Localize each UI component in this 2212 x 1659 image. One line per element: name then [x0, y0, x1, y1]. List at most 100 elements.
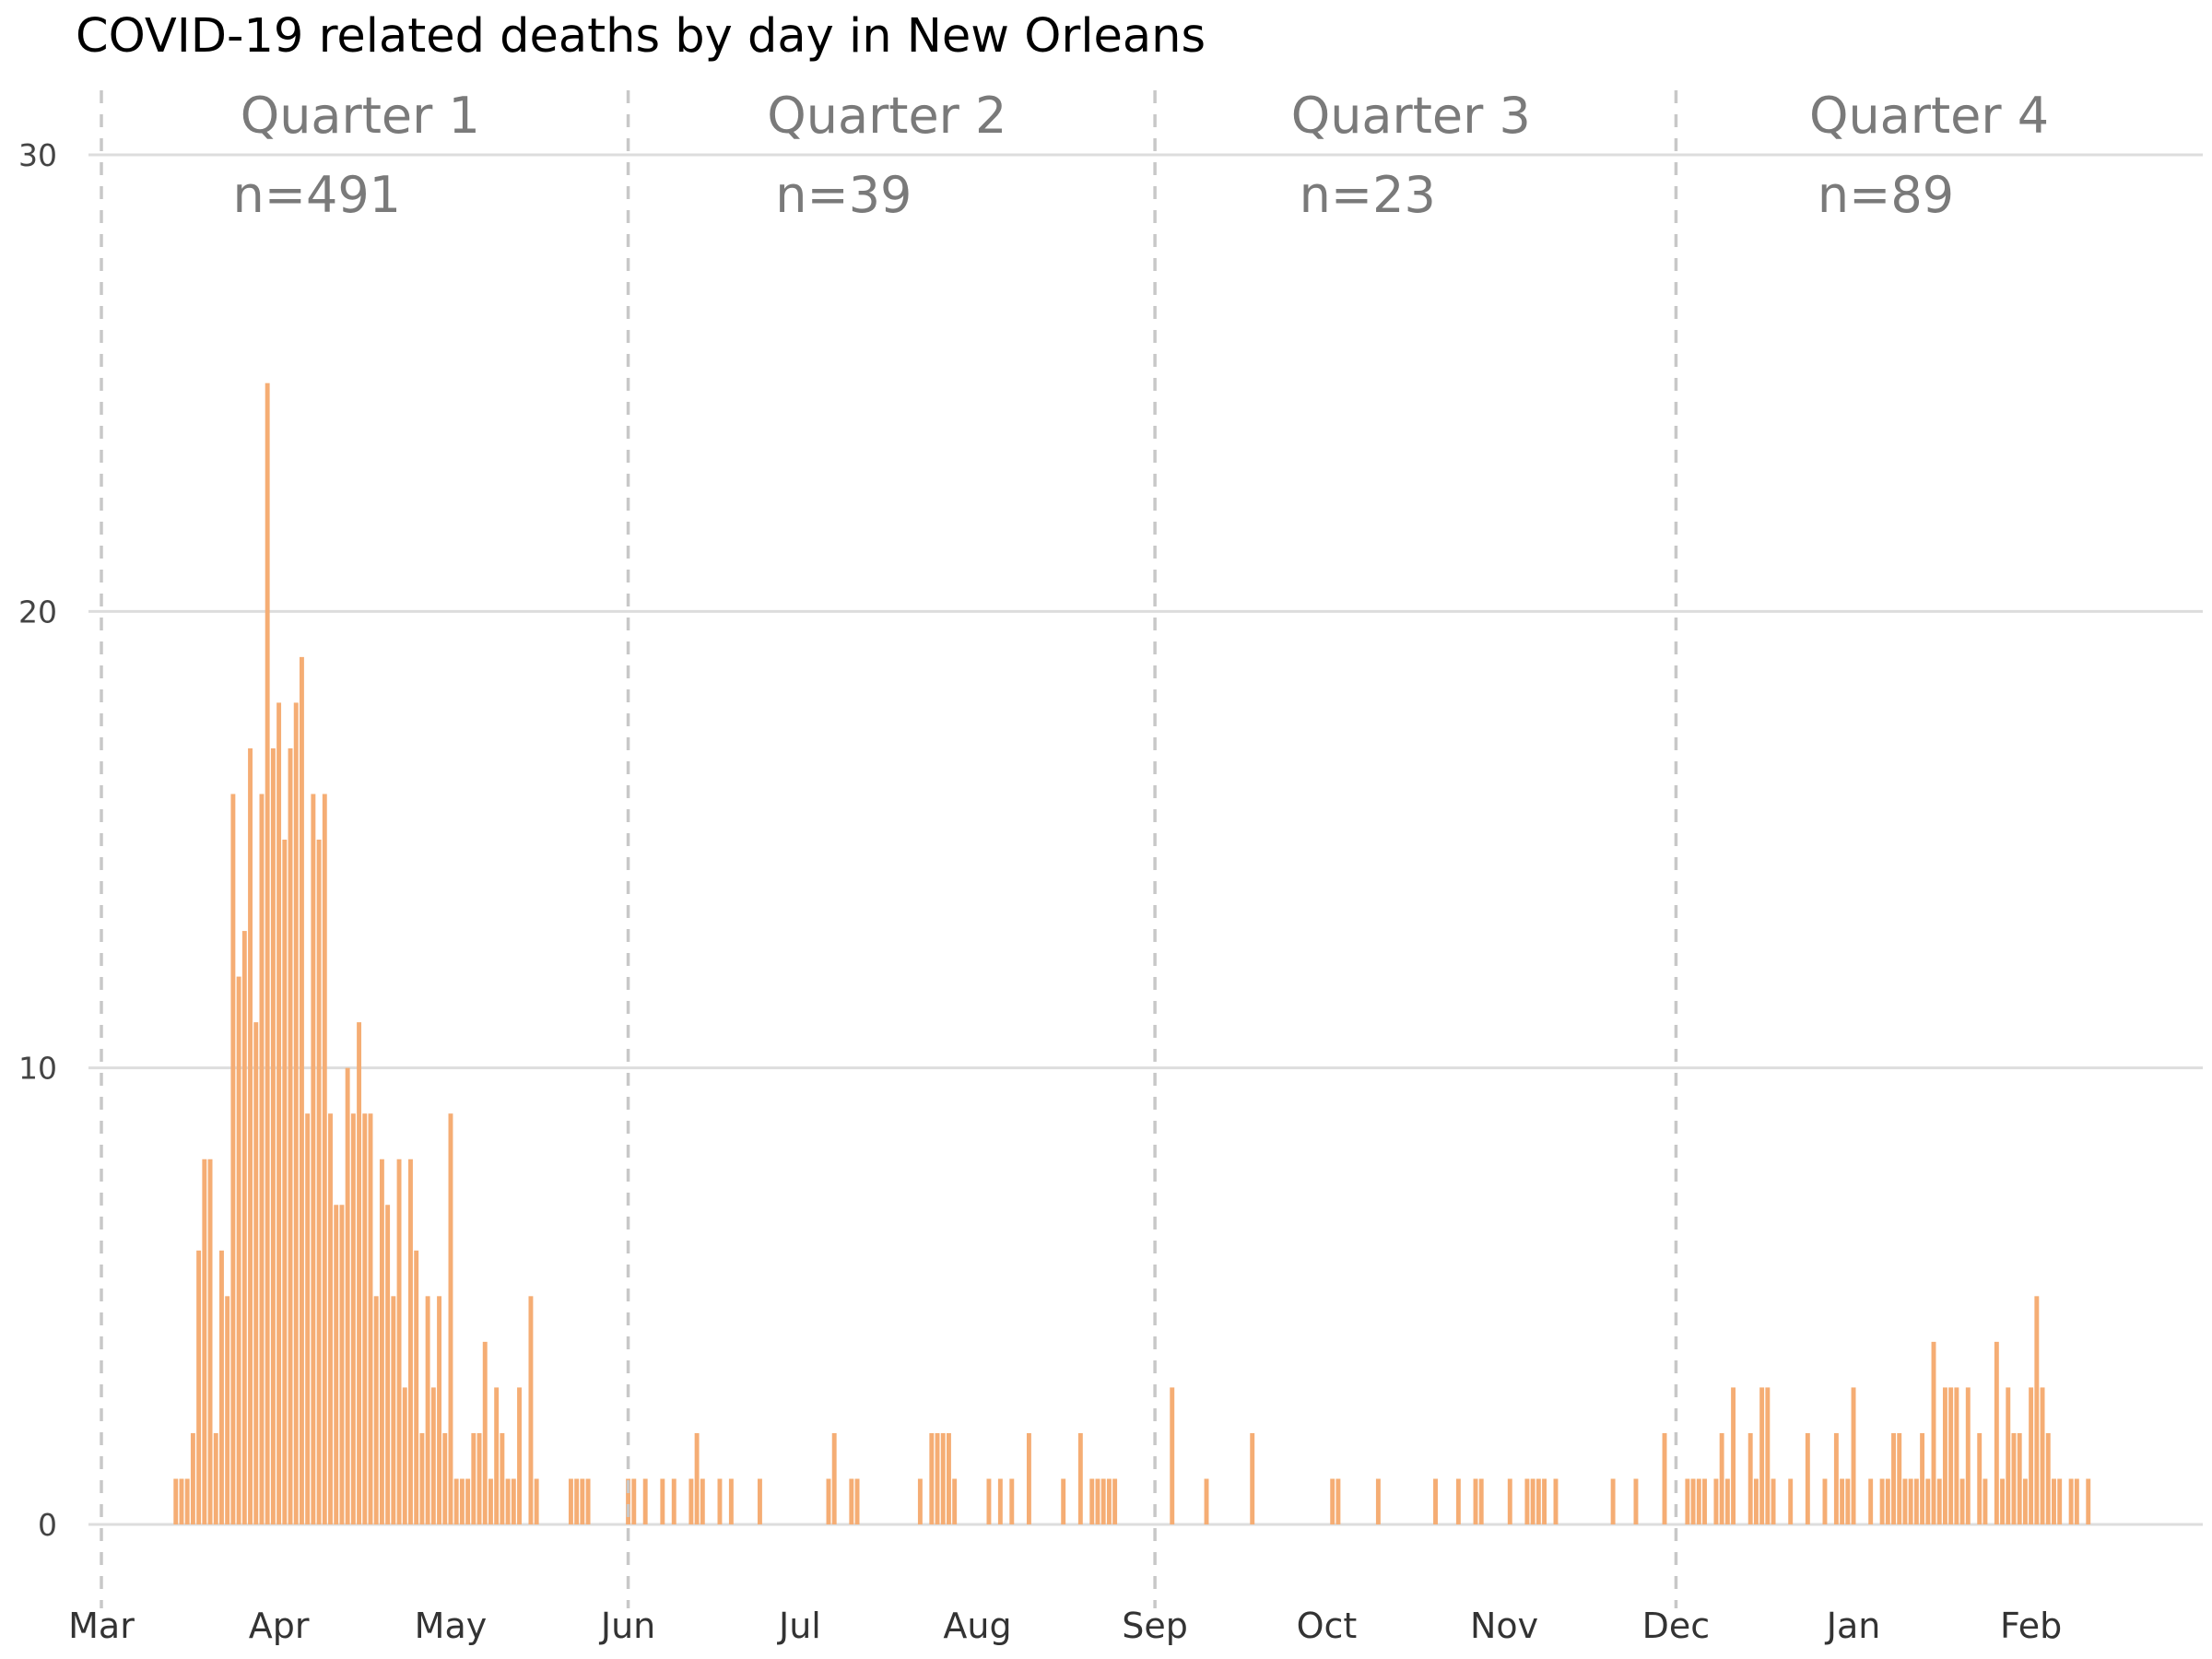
- bar: [1913, 1478, 1919, 1524]
- bar: [334, 1205, 339, 1524]
- x-tick-label: Jan: [1825, 1606, 1881, 1646]
- bar: [316, 840, 322, 1524]
- bar: [1840, 1478, 1845, 1524]
- y-tick-label: 20: [18, 594, 57, 629]
- bar: [1535, 1478, 1541, 1524]
- x-tick-label: Jul: [777, 1606, 821, 1646]
- bar: [1851, 1387, 1856, 1524]
- bar: [1553, 1478, 1559, 1524]
- bar: [952, 1478, 958, 1524]
- bar: [259, 794, 265, 1524]
- bar: [362, 1113, 368, 1524]
- bar: [207, 1159, 213, 1524]
- bar: [179, 1478, 184, 1524]
- bar: [1788, 1478, 1794, 1524]
- bar: [757, 1478, 762, 1524]
- bar: [391, 1296, 396, 1524]
- bar: [2029, 1387, 2034, 1524]
- x-tick-label: Apr: [249, 1606, 310, 1646]
- bar: [1713, 1478, 1719, 1524]
- bar: [854, 1478, 860, 1524]
- bar: [482, 1341, 488, 1524]
- bar: [1106, 1478, 1112, 1524]
- bar: [1507, 1478, 1512, 1524]
- bar: [282, 840, 288, 1524]
- bar: [1931, 1341, 1936, 1524]
- bar: [430, 1387, 436, 1524]
- bar: [368, 1113, 373, 1524]
- bar: [299, 656, 304, 1524]
- bar: [1026, 1432, 1031, 1524]
- bar: [1868, 1478, 1874, 1524]
- bar: [1759, 1387, 1765, 1524]
- bar: [1936, 1478, 1942, 1524]
- bar: [642, 1478, 648, 1524]
- y-tick-label: 10: [18, 1051, 57, 1087]
- y-axis: 0 10 20 30: [18, 137, 57, 1543]
- bar: [1724, 1478, 1730, 1524]
- quarter-label: Quarter 3: [1291, 87, 1531, 145]
- bar: [328, 1113, 333, 1524]
- bar: [425, 1296, 430, 1524]
- bar: [465, 1478, 471, 1524]
- bar: [1925, 1478, 1931, 1524]
- bar: [241, 931, 247, 1524]
- x-axis: Mar Apr May Jun Jul Aug Sep Oct Nov Dec Jan Feb: [68, 1606, 2062, 1646]
- bar: [688, 1478, 694, 1524]
- bar: [929, 1432, 935, 1524]
- bar: [534, 1478, 539, 1524]
- bar: [345, 1067, 350, 1524]
- bar: [494, 1387, 500, 1524]
- bar: [190, 1432, 195, 1524]
- bar: [213, 1432, 218, 1524]
- bar: [626, 1478, 631, 1524]
- bar: [1204, 1478, 1209, 1524]
- x-tick-label: Feb: [2000, 1606, 2062, 1646]
- bar: [1994, 1341, 1999, 1524]
- bar: [437, 1296, 441, 1524]
- bar: [671, 1478, 677, 1524]
- bar: [997, 1478, 1003, 1524]
- bar-series: [173, 382, 2091, 1525]
- y-tick-label: 30: [18, 137, 57, 173]
- bar: [1610, 1478, 1616, 1524]
- bar: [265, 382, 270, 1525]
- bar: [826, 1478, 831, 1524]
- bar: [700, 1478, 705, 1524]
- bar: [1891, 1432, 1896, 1524]
- bar: [414, 1250, 419, 1524]
- bar: [2074, 1478, 2079, 1524]
- bar: [1965, 1387, 1971, 1524]
- x-tick-label: Mar: [68, 1606, 135, 1646]
- bar: [385, 1205, 391, 1524]
- bar: [1948, 1387, 1954, 1524]
- bar: [1879, 1478, 1885, 1524]
- bar: [728, 1478, 734, 1524]
- quarter-label: Quarter 4: [1809, 87, 2049, 145]
- bar: [248, 747, 253, 1524]
- bar: [1696, 1478, 1701, 1524]
- bar: [1977, 1432, 1983, 1524]
- quarter-count-label: n=491: [233, 166, 402, 224]
- bar: [1089, 1478, 1095, 1524]
- bar: [442, 1432, 448, 1524]
- bar: [1330, 1478, 1335, 1524]
- bar: [1009, 1478, 1015, 1524]
- bar: [568, 1478, 573, 1524]
- bar: [236, 976, 241, 1524]
- bar: [717, 1478, 723, 1524]
- bar: [202, 1159, 207, 1524]
- quarter-count-label: n=23: [1300, 166, 1436, 224]
- x-tick-label: Nov: [1470, 1606, 1538, 1646]
- bar: [1662, 1432, 1667, 1524]
- bar: [2000, 1478, 2006, 1524]
- bar: [396, 1159, 402, 1524]
- bar: [350, 1113, 356, 1524]
- bar: [1170, 1387, 1175, 1524]
- bar: [1685, 1478, 1690, 1524]
- bar: [1902, 1478, 1908, 1524]
- bar: [1250, 1432, 1255, 1524]
- bar: [1908, 1478, 1913, 1524]
- x-tick-label: Oct: [1297, 1606, 1358, 1646]
